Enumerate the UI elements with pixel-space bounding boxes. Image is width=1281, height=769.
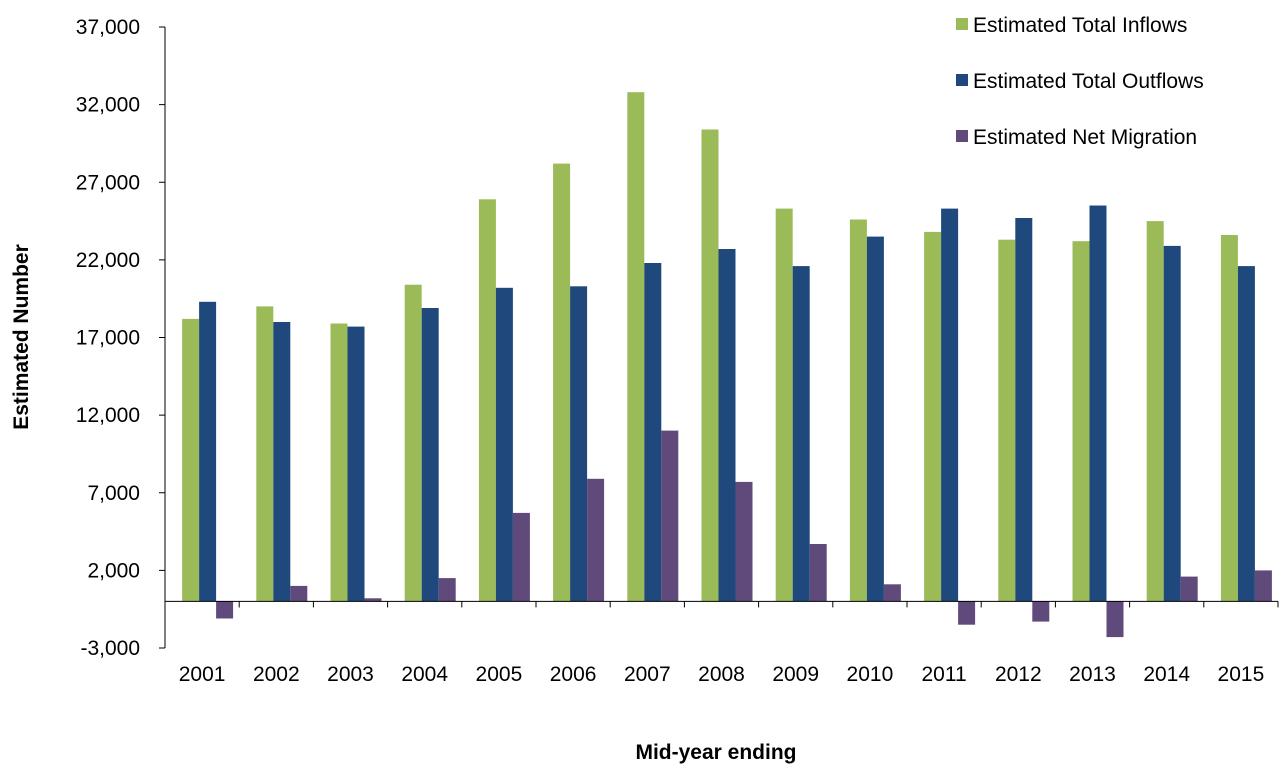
bar-estimated-net-migration-2011 <box>958 601 976 625</box>
x-axis-title: Mid-year ending <box>635 741 796 764</box>
bar-estimated-total-outflows-2014 <box>1163 245 1181 602</box>
bar-estimated-total-inflows-2014 <box>1146 221 1164 602</box>
bar-estimated-net-migration-2006 <box>587 478 605 602</box>
legend-item: Estimated Total Outflows <box>956 70 1204 93</box>
bar-estimated-net-migration-2013 <box>1106 601 1124 638</box>
x-tick-label: 2005 <box>476 663 523 686</box>
bar-estimated-total-outflows-2006 <box>570 286 588 602</box>
x-tick-labels: 2001 2002 2003 2004 2005 2006 2007 2008 2009 2010… <box>179 663 1265 686</box>
y-tick-label: 12,000 <box>76 404 140 427</box>
bar-estimated-total-outflows-2011 <box>941 208 959 602</box>
bar-estimated-net-migration-2002 <box>290 585 308 602</box>
y-tick-label: 37,000 <box>76 16 140 39</box>
bar-estimated-total-inflows-2001 <box>182 318 200 602</box>
legend: Estimated Total Inflows Estimated Total O… <box>956 14 1204 149</box>
x-tick-label: 2009 <box>772 663 819 686</box>
x-tick-label: 2008 <box>698 663 745 686</box>
bar-estimated-net-migration-2010 <box>883 584 901 602</box>
y-tick-label: 7,000 <box>87 482 140 505</box>
bar-estimated-total-inflows-2012 <box>998 239 1016 602</box>
bar-estimated-net-migration-2003 <box>364 598 382 602</box>
y-tick-label: 27,000 <box>76 171 140 194</box>
axes-layer <box>159 26 1279 649</box>
bar-estimated-total-outflows-2015 <box>1237 266 1255 602</box>
bar-estimated-total-outflows-2010 <box>866 236 884 602</box>
bar-estimated-total-inflows-2004 <box>404 284 422 602</box>
x-tick-label: 2004 <box>401 663 448 686</box>
bar-estimated-total-inflows-2013 <box>1072 241 1090 602</box>
y-axis-title: Estimated Number <box>10 244 33 430</box>
x-tick-label: 2007 <box>624 663 671 686</box>
bar-estimated-net-migration-2012 <box>1032 601 1050 622</box>
bar-estimated-total-inflows-2015 <box>1220 235 1238 602</box>
legend-swatch <box>956 130 968 142</box>
x-tick-label: 2006 <box>550 663 597 686</box>
legend-swatch <box>956 74 968 86</box>
y-tick-labels: -3,000 2,000 7,000 12,000 17,000 22,000 27,000… <box>76 16 140 660</box>
bar-estimated-total-outflows-2004 <box>421 308 439 602</box>
bars-layer <box>182 92 1272 638</box>
y-tick-label: -3,000 <box>80 637 140 660</box>
x-tick-label: 2002 <box>253 663 300 686</box>
bar-estimated-total-outflows-2007 <box>644 263 662 602</box>
x-tick-label: 2014 <box>1143 663 1190 686</box>
y-tick-label: 22,000 <box>76 249 140 272</box>
bar-estimated-total-inflows-2008 <box>701 129 719 602</box>
bar-estimated-total-outflows-2001 <box>199 301 217 602</box>
bar-estimated-total-outflows-2003 <box>347 326 365 602</box>
bar-estimated-total-inflows-2007 <box>627 92 645 602</box>
bar-estimated-total-outflows-2012 <box>1015 218 1033 602</box>
legend-label: Estimated Total Outflows <box>973 70 1204 93</box>
bar-estimated-net-migration-2008 <box>735 481 753 602</box>
bar-estimated-total-inflows-2006 <box>553 163 571 602</box>
bar-estimated-total-outflows-2013 <box>1089 205 1107 602</box>
x-tick-label: 2001 <box>179 663 226 686</box>
bar-estimated-total-inflows-2005 <box>478 199 496 602</box>
x-tick-label: 2012 <box>995 663 1042 686</box>
bar-estimated-net-migration-2005 <box>512 512 530 602</box>
bar-estimated-net-migration-2014 <box>1180 576 1198 602</box>
bar-estimated-total-inflows-2009 <box>775 208 793 602</box>
y-tick-label: 2,000 <box>87 559 140 582</box>
y-tick-label: 32,000 <box>76 94 140 117</box>
legend-swatch <box>956 18 968 30</box>
bar-estimated-total-outflows-2002 <box>273 322 291 602</box>
legend-item: Estimated Total Inflows <box>956 14 1187 37</box>
bar-estimated-net-migration-2004 <box>438 578 456 602</box>
x-tick-label: 2011 <box>922 663 967 686</box>
bar-estimated-total-inflows-2011 <box>924 231 942 602</box>
bar-estimated-total-inflows-2003 <box>330 323 348 602</box>
bar-estimated-total-outflows-2008 <box>718 249 736 602</box>
legend-label: Estimated Total Inflows <box>973 14 1187 37</box>
x-tick-label: 2015 <box>1218 663 1265 686</box>
legend-item: Estimated Net Migration <box>956 126 1197 149</box>
bar-estimated-total-outflows-2009 <box>792 266 810 602</box>
legend-label: Estimated Net Migration <box>973 126 1197 149</box>
bar-estimated-total-inflows-2010 <box>849 219 867 602</box>
bar-estimated-net-migration-2015 <box>1254 570 1272 602</box>
x-tick-label: 2010 <box>847 663 894 686</box>
bar-estimated-total-inflows-2002 <box>256 306 274 602</box>
bar-estimated-net-migration-2001 <box>216 601 234 619</box>
bar-estimated-net-migration-2007 <box>661 430 679 602</box>
bar-estimated-total-outflows-2005 <box>495 287 513 602</box>
x-tick-label: 2013 <box>1069 663 1116 686</box>
x-tick-label: 2003 <box>327 663 374 686</box>
y-tick-label: 17,000 <box>76 327 140 350</box>
bar-estimated-net-migration-2009 <box>809 544 827 602</box>
